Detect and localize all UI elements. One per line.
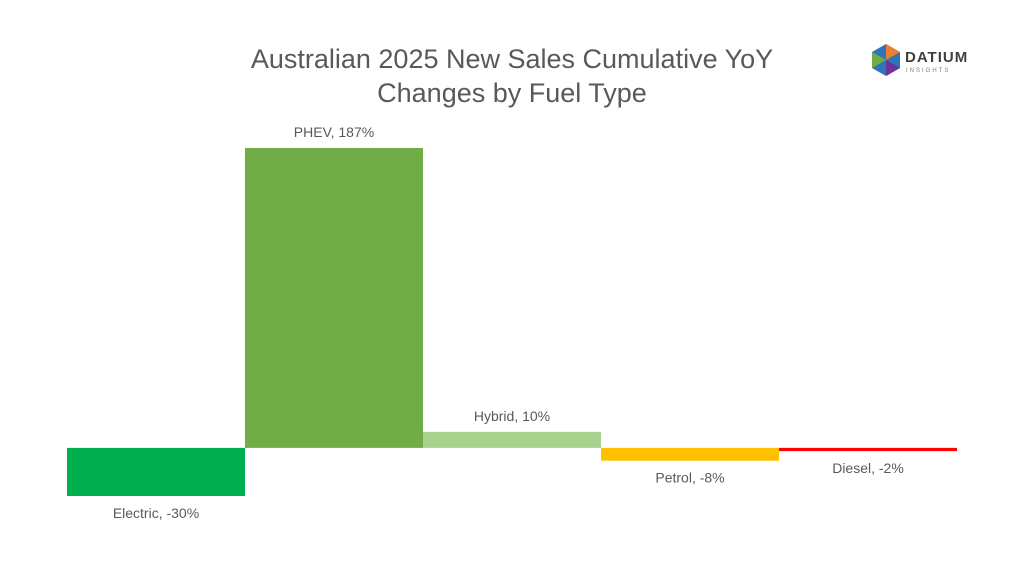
logo-tagline: INSIGHTS xyxy=(906,68,950,74)
logo-icon-part xyxy=(886,44,900,60)
chart-title: Australian 2025 New Sales Cumulative YoY… xyxy=(250,44,774,108)
bar xyxy=(245,148,423,448)
logo-name: DATIUM xyxy=(905,49,968,66)
data-label: Petrol, -8% xyxy=(655,470,724,486)
data-label: Hybrid, 10% xyxy=(474,408,550,424)
bar xyxy=(601,447,779,461)
logo-icon-part xyxy=(872,52,886,68)
logo: DATIUM INSIGHTS xyxy=(872,44,968,76)
data-label: Diesel, -2% xyxy=(832,460,904,476)
bar xyxy=(779,447,957,452)
data-label: Electric, -30% xyxy=(113,505,199,521)
logo-icon-part xyxy=(886,60,900,76)
bar xyxy=(423,431,601,448)
bar xyxy=(67,447,245,496)
data-label: PHEV, 187% xyxy=(294,124,374,140)
